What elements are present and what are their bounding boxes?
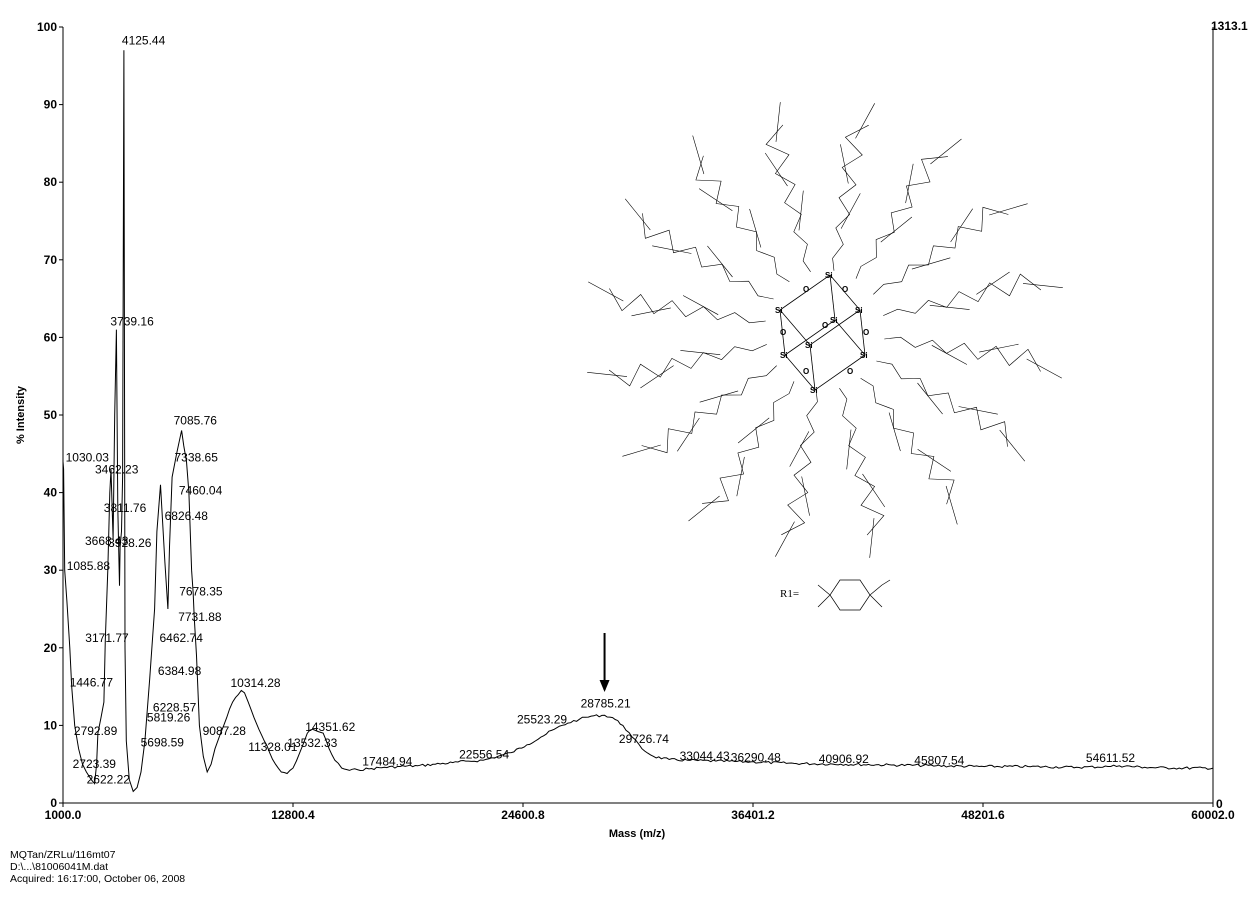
footer-acquired: Acquired: 16:17:00, October 06, 2008 <box>10 873 186 885</box>
peak-label: 33044.43 <box>680 749 730 763</box>
peak-label: 11328.01 <box>248 740 297 754</box>
y-axis-ticks: 0 10 20 30 40 50 60 70 80 90 100 <box>37 20 63 810</box>
peak-label: 7460.04 <box>179 484 223 498</box>
peak-label: 6228.57 <box>153 701 197 715</box>
svg-text:O: O <box>803 285 809 294</box>
svg-text:Si: Si <box>855 306 863 315</box>
y-tick-label: 40 <box>44 486 58 500</box>
peak-label: 3462.23 <box>95 462 139 476</box>
svg-text:O: O <box>863 328 869 337</box>
peak-label: 6462.74 <box>160 631 204 645</box>
svg-text:O: O <box>847 367 853 376</box>
peak-label: 2792.89 <box>74 724 118 738</box>
svg-text:Si: Si <box>860 351 868 360</box>
peak-label: 7338.65 <box>175 451 219 465</box>
svg-text:O: O <box>803 367 809 376</box>
peak-label: 7085.76 <box>174 414 218 428</box>
peak-label: 3171.77 <box>85 631 129 645</box>
x-tick-label: 36401.2 <box>731 808 775 822</box>
peak-label: 29726.74 <box>619 732 669 746</box>
x-tick-label: 1000.0 <box>45 808 82 822</box>
svg-text:Si: Si <box>775 306 783 315</box>
y-tick-label: 0 <box>50 796 57 810</box>
peak-label: 4125.44 <box>122 33 166 47</box>
y-tick-label: 70 <box>44 253 58 267</box>
svg-text:Si: Si <box>830 316 838 325</box>
svg-text:O: O <box>842 285 848 294</box>
y-tick-label: 90 <box>44 98 58 112</box>
peak-label: 2723.39 <box>73 757 117 771</box>
x-tick-label: 60002.0 <box>1191 808 1235 822</box>
footer-sample-id: MQTan/ZRLu/116mt07 <box>10 849 116 861</box>
peak-label: 45807.54 <box>914 754 964 768</box>
peak-label: 2622.22 <box>87 773 131 787</box>
peak-label: 3811.76 <box>104 501 147 515</box>
r1-chelator-structure: R1= <box>780 579 891 611</box>
y-tick-label: 20 <box>44 641 58 655</box>
r1-label: R1= <box>780 588 799 600</box>
y-tick-label: 60 <box>44 330 58 344</box>
peak-label: 5819.26 <box>147 710 191 724</box>
peak-label: 7678.35 <box>179 585 223 599</box>
peak-label: 25523.29 <box>517 712 567 726</box>
peak-label: 36290.48 <box>731 750 781 764</box>
peak-label: 14351.62 <box>305 720 355 734</box>
peak-label: 1446.77 <box>70 676 114 690</box>
peak-label: 9087.28 <box>203 724 247 738</box>
x-tick-label: 12800.4 <box>271 808 315 822</box>
peak-label: 22556.54 <box>459 747 509 761</box>
x-axis-ticks: 1000.0 12800.4 24600.8 36401.2 48201.6 60002.… <box>45 803 1235 822</box>
peak-label: 6826.48 <box>165 509 209 523</box>
right-axis-bottom-label: 0 <box>1216 797 1223 811</box>
peak-label: 3928.26 <box>108 536 152 550</box>
y-axis-title: % Intensity <box>15 385 27 444</box>
svg-text:Si: Si <box>825 271 833 280</box>
siloxane-atoms: Si Si Si Si Si Si Si Si O O O O O O O <box>775 271 869 395</box>
siloxane-core <box>779 274 866 391</box>
peak-label: 28785.21 <box>581 696 631 710</box>
y-tick-label: 10 <box>44 718 58 732</box>
peak-label: 17484.94 <box>362 754 412 768</box>
peak-label: 13532.33 <box>287 736 337 750</box>
y-tick-label: 50 <box>44 408 58 422</box>
y-tick-label: 80 <box>44 175 58 189</box>
y-tick-label: 30 <box>44 563 58 577</box>
x-tick-label: 48201.6 <box>961 808 1005 822</box>
peak-label: 6384.98 <box>158 664 202 678</box>
y-tick-label: 100 <box>37 20 57 34</box>
x-tick-label: 24600.8 <box>501 808 545 822</box>
series-line <box>62 50 1214 793</box>
peak-label: 10314.28 <box>231 676 281 690</box>
svg-text:Si: Si <box>810 386 818 395</box>
peak-label: 1085.88 <box>67 559 111 573</box>
peak-arrow <box>599 633 610 692</box>
peak-label: 5698.59 <box>141 736 185 750</box>
peak-label: 7731.88 <box>178 610 222 624</box>
peak-label: 1030.03 <box>66 451 110 465</box>
footer-data-file: D:\...\81006041M.dat <box>10 861 109 873</box>
peak-label: 3668.43 <box>85 534 129 548</box>
svg-text:O: O <box>780 328 786 337</box>
dendrimer-structure-image: Si Si Si Si Si Si Si Si O O O O O O O <box>587 102 1063 558</box>
peak-label: 40906.92 <box>819 752 869 766</box>
x-axis-title: Mass (m/z) <box>609 828 666 840</box>
svg-text:O: O <box>822 321 828 330</box>
peak-label: 54611.52 <box>1086 751 1135 765</box>
peak-label: 3739.16 <box>110 315 154 329</box>
right-axis-top-label: 1313.1 <box>1211 19 1248 33</box>
svg-text:Si: Si <box>805 341 813 350</box>
svg-text:Si: Si <box>780 351 788 360</box>
